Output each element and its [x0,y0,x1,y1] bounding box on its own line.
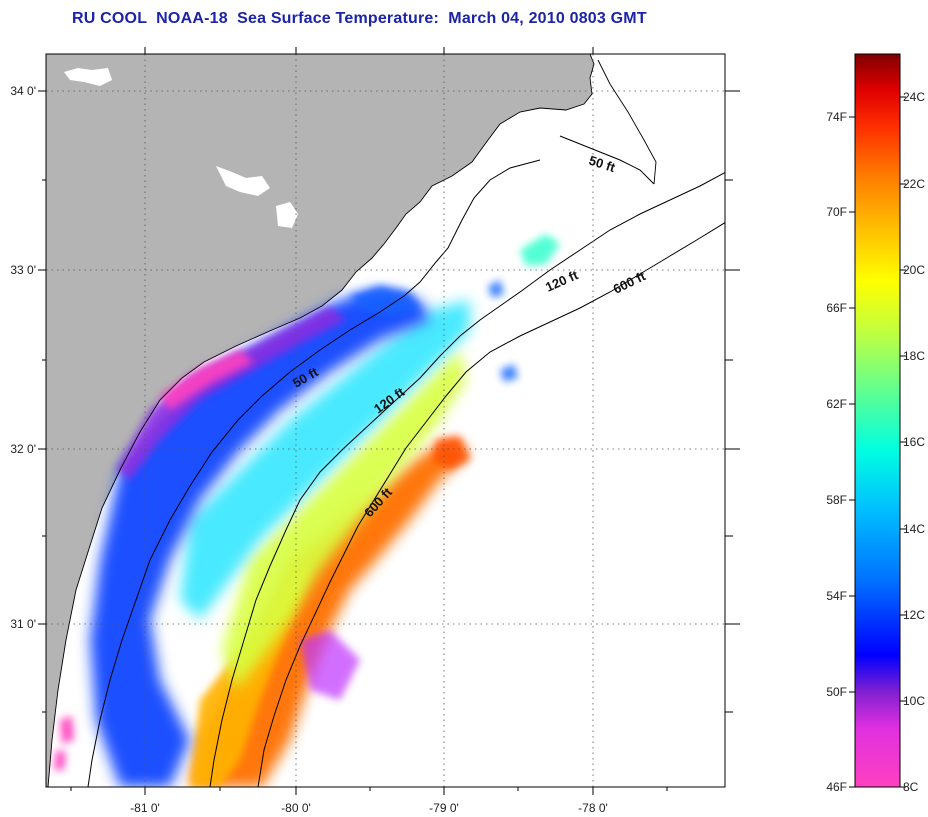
contour-50ft-line [87,135,655,787]
lon-label-81: -81 0' [130,801,160,815]
cb-c-label: 10C [903,694,925,708]
cb-f-label: 70F [826,205,847,219]
lat-label-32: 32 0' [10,442,36,456]
lat-label-31: 31 0' [10,617,36,631]
graticule [46,54,725,787]
colorbar-celsius-labels: 24C 22C 20C 18C 16C 14C 12C 10C 8C [903,90,925,794]
colorbar-ticks [849,96,906,788]
cb-c-label: 22C [903,177,925,191]
cb-f-label: 58F [826,493,847,507]
map-frame [45,53,726,788]
cb-c-label: 24C [903,90,925,104]
cb-c-label: 8C [903,780,919,794]
contour-600ft-line [257,222,725,787]
cb-f-label: 66F [826,301,847,315]
cb-c-label: 20C [903,263,925,277]
colorbar-fahrenheit-labels: 74F 70F 66F 62F 58F 54F 50F 46F [826,110,847,794]
axis-ticks [38,47,740,795]
cb-f-label: 50F [826,685,847,699]
lat-label-33: 33 0' [10,263,36,277]
cb-f-label: 62F [826,397,847,411]
cb-f-label: 54F [826,589,847,603]
sst-field [54,234,560,787]
land-cloud [64,68,298,228]
cb-c-label: 14C [903,522,925,536]
lon-label-79: -79 0' [429,801,459,815]
cb-f-label: 46F [826,780,847,794]
coastline [47,54,595,787]
contour-120ft-line [209,171,725,787]
lat-label-34: 34 0' [10,84,36,98]
lon-label-80: -80 0' [281,801,311,815]
outer-banks [597,59,657,185]
lon-label-78: -78 0' [578,801,608,815]
cb-f-label: 74F [826,110,847,124]
map-title: RU COOL NOAA-18 Sea Surface Temperature:… [72,10,647,27]
colorbar [854,53,901,788]
cb-c-label: 16C [903,435,925,449]
land-mass [46,54,594,787]
cb-c-label: 18C [903,349,925,363]
cb-c-label: 12C [903,608,925,622]
